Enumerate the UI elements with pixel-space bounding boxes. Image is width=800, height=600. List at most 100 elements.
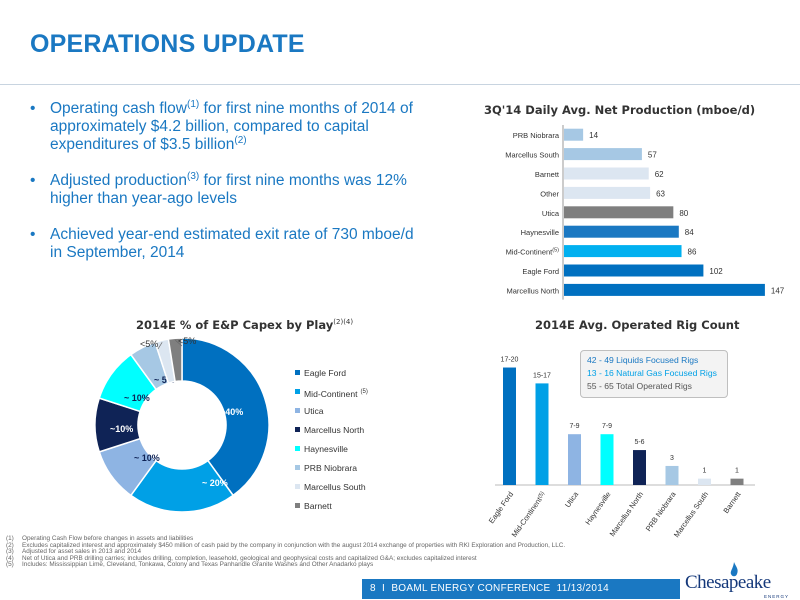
rig-bar [600, 434, 614, 485]
rig-bar [568, 434, 581, 485]
rig-legend-box: 42 - 49 Liquids Focused Rigs 13 - 16 Nat… [580, 350, 728, 398]
production-category-label: Mid-Continent(5) [506, 248, 560, 257]
footnote: (5) Includes: Mississippian Lime, Clevela… [6, 562, 726, 569]
rig-value-label: 7-9 [602, 423, 612, 430]
footnote-number: (1) [6, 535, 14, 542]
title-divider [0, 84, 800, 85]
rig-category-label: Eagle Ford [487, 490, 515, 525]
rig-value-label: 5-6 [634, 439, 644, 446]
pie-leader-line [175, 339, 183, 347]
rig-value-label: 1 [735, 468, 739, 475]
production-value-label: 84 [685, 228, 694, 237]
bullet-text: for first nine months was 12% higher tha… [50, 172, 407, 207]
slide-title: OPERATIONS UPDATE [30, 30, 305, 58]
rig-category-sup: (5) [537, 490, 546, 499]
legend-swatch [295, 370, 300, 375]
rig-bar [535, 383, 549, 485]
bullet-sup: (1) [187, 98, 200, 110]
legend-swatch [295, 503, 300, 508]
footnote: (3) Adjusted for asset sales in 2013 and … [6, 548, 726, 556]
flame-icon [730, 562, 738, 577]
legend-swatch [295, 446, 300, 451]
footnote-text: Includes: Mississippian Lime, Cleveland,… [22, 561, 374, 569]
bullet-sup: (2) [234, 134, 247, 146]
production-category-label: Other [540, 189, 559, 198]
legend-swatch [295, 465, 300, 470]
footnote-number: (2) [6, 541, 14, 549]
production-bar [564, 128, 584, 141]
production-value-label: 80 [679, 209, 688, 218]
rig-category-label: PRB Niobrara [644, 489, 678, 533]
rig-bar [698, 478, 711, 485]
production-category-label: Marcellus North [506, 286, 559, 295]
bullet-item: Achieved year-end estimated exit rate of… [30, 226, 420, 262]
rig-chart-title: 2014E Avg. Operated Rig Count [535, 318, 740, 332]
production-category-label: Utica [542, 209, 560, 218]
rig-bar [665, 465, 679, 485]
pie-slice-label: ~10% [110, 424, 133, 434]
footnote-number: (5) [6, 561, 14, 569]
rig-bar [633, 450, 646, 485]
production-bar [564, 225, 679, 238]
production-bar [564, 206, 674, 219]
footnote: (1) Operating Cash Flow before changes in… [6, 535, 726, 543]
legend-sup: (5) [360, 389, 368, 395]
rig-category-label: Marcellus South [672, 490, 710, 539]
rig-bar [730, 478, 744, 485]
production-value-label: 62 [655, 170, 664, 179]
capex-chart-title: 2014E % of E&P Capex by Play(2)(4) [136, 318, 353, 332]
bullet-text: Achieved year-end estimated exit rate of… [50, 226, 414, 261]
capex-pie-chart: ~40% ~ 20% ~ 10% ~10% ~ 10% ~ 5% <5% <5% [94, 336, 270, 513]
production-category-label: Barnett [535, 170, 560, 179]
pie-slice-label: ~40% [220, 407, 243, 417]
legend-swatch [295, 427, 300, 432]
production-category-sup: (5) [552, 248, 559, 254]
production-category-label: Haynesville [521, 228, 559, 237]
capex-legend: Eagle Ford Mid-Continent (5) Utica Marcellus… [295, 368, 390, 520]
footnote-text: Excludes capitalized interest and approx… [22, 541, 566, 549]
pie-legend-item: Utica [295, 406, 390, 425]
footnote-number: (4) [6, 554, 14, 562]
footer-bar: 8 I BOAML ENERGY CONFERENCE 11/13/2014 [362, 579, 680, 599]
legend-label: Haynesville [304, 444, 348, 454]
production-category-label: Eagle Ford [522, 267, 559, 276]
rig-category-label: Mid-Continent(5) [510, 490, 548, 539]
bullet-list: Operating cash flow(1) for first nine mo… [30, 98, 420, 280]
rig-legend-line: 13 - 16 Natural Gas Focused Rigs [587, 368, 717, 378]
footnote: (4) Net of Utica and PRB drilling carries… [6, 554, 726, 563]
pie-legend-item: Marcellus North [295, 425, 390, 444]
production-bar-chart: PRB Niobrara 14 Marcellus South 57 Barnett 62… [505, 125, 785, 300]
footer-event: BOAML ENERGY CONFERENCE [391, 583, 551, 594]
production-bar [564, 167, 649, 180]
bullet-text: for first nine months of 2014 of approxi… [50, 100, 413, 153]
bullet-text: Adjusted production [50, 172, 188, 189]
rig-value-label: 1 [703, 468, 707, 475]
production-bar [564, 148, 642, 161]
rig-category-label: Marcellus North [608, 490, 645, 538]
legend-label: Utica [304, 406, 324, 416]
pie-leader-line [157, 342, 163, 350]
production-bar [564, 245, 682, 258]
bullet-item: Operating cash flow(1) for first nine mo… [30, 98, 420, 154]
pie-legend-item: Eagle Ford [295, 368, 390, 387]
footnote-text: Adjusted for asset sales in 2013 and 201… [22, 548, 142, 556]
logo-subtitle: ENERGY [763, 594, 789, 599]
pie-slice-label: ~ 5% [154, 375, 175, 385]
legend-label: Eagle Ford [304, 368, 347, 378]
page-number: 8 [370, 583, 376, 594]
pie-slice-label: <5% [178, 336, 196, 346]
production-chart-title: 3Q'14 Daily Avg. Net Production (mboe/d) [484, 103, 756, 117]
company-logo: Chesapeake ENERGY [685, 562, 795, 599]
legend-label: Mid-Continent [304, 388, 358, 399]
legend-swatch [295, 484, 300, 489]
production-value-label: 57 [648, 151, 657, 160]
legend-label: PRB Niobrara [304, 463, 358, 473]
rig-value-label: 17-20 [501, 357, 519, 364]
production-value-label: 102 [709, 267, 723, 276]
production-value-label: 14 [589, 131, 598, 140]
logo-wordmark: Chesapeake [685, 572, 771, 593]
bullet-sup: (3) [187, 170, 200, 182]
pie-legend-item: Haynesville [295, 444, 390, 463]
production-bar [564, 186, 651, 199]
rig-value-label: 7-9 [569, 423, 579, 430]
